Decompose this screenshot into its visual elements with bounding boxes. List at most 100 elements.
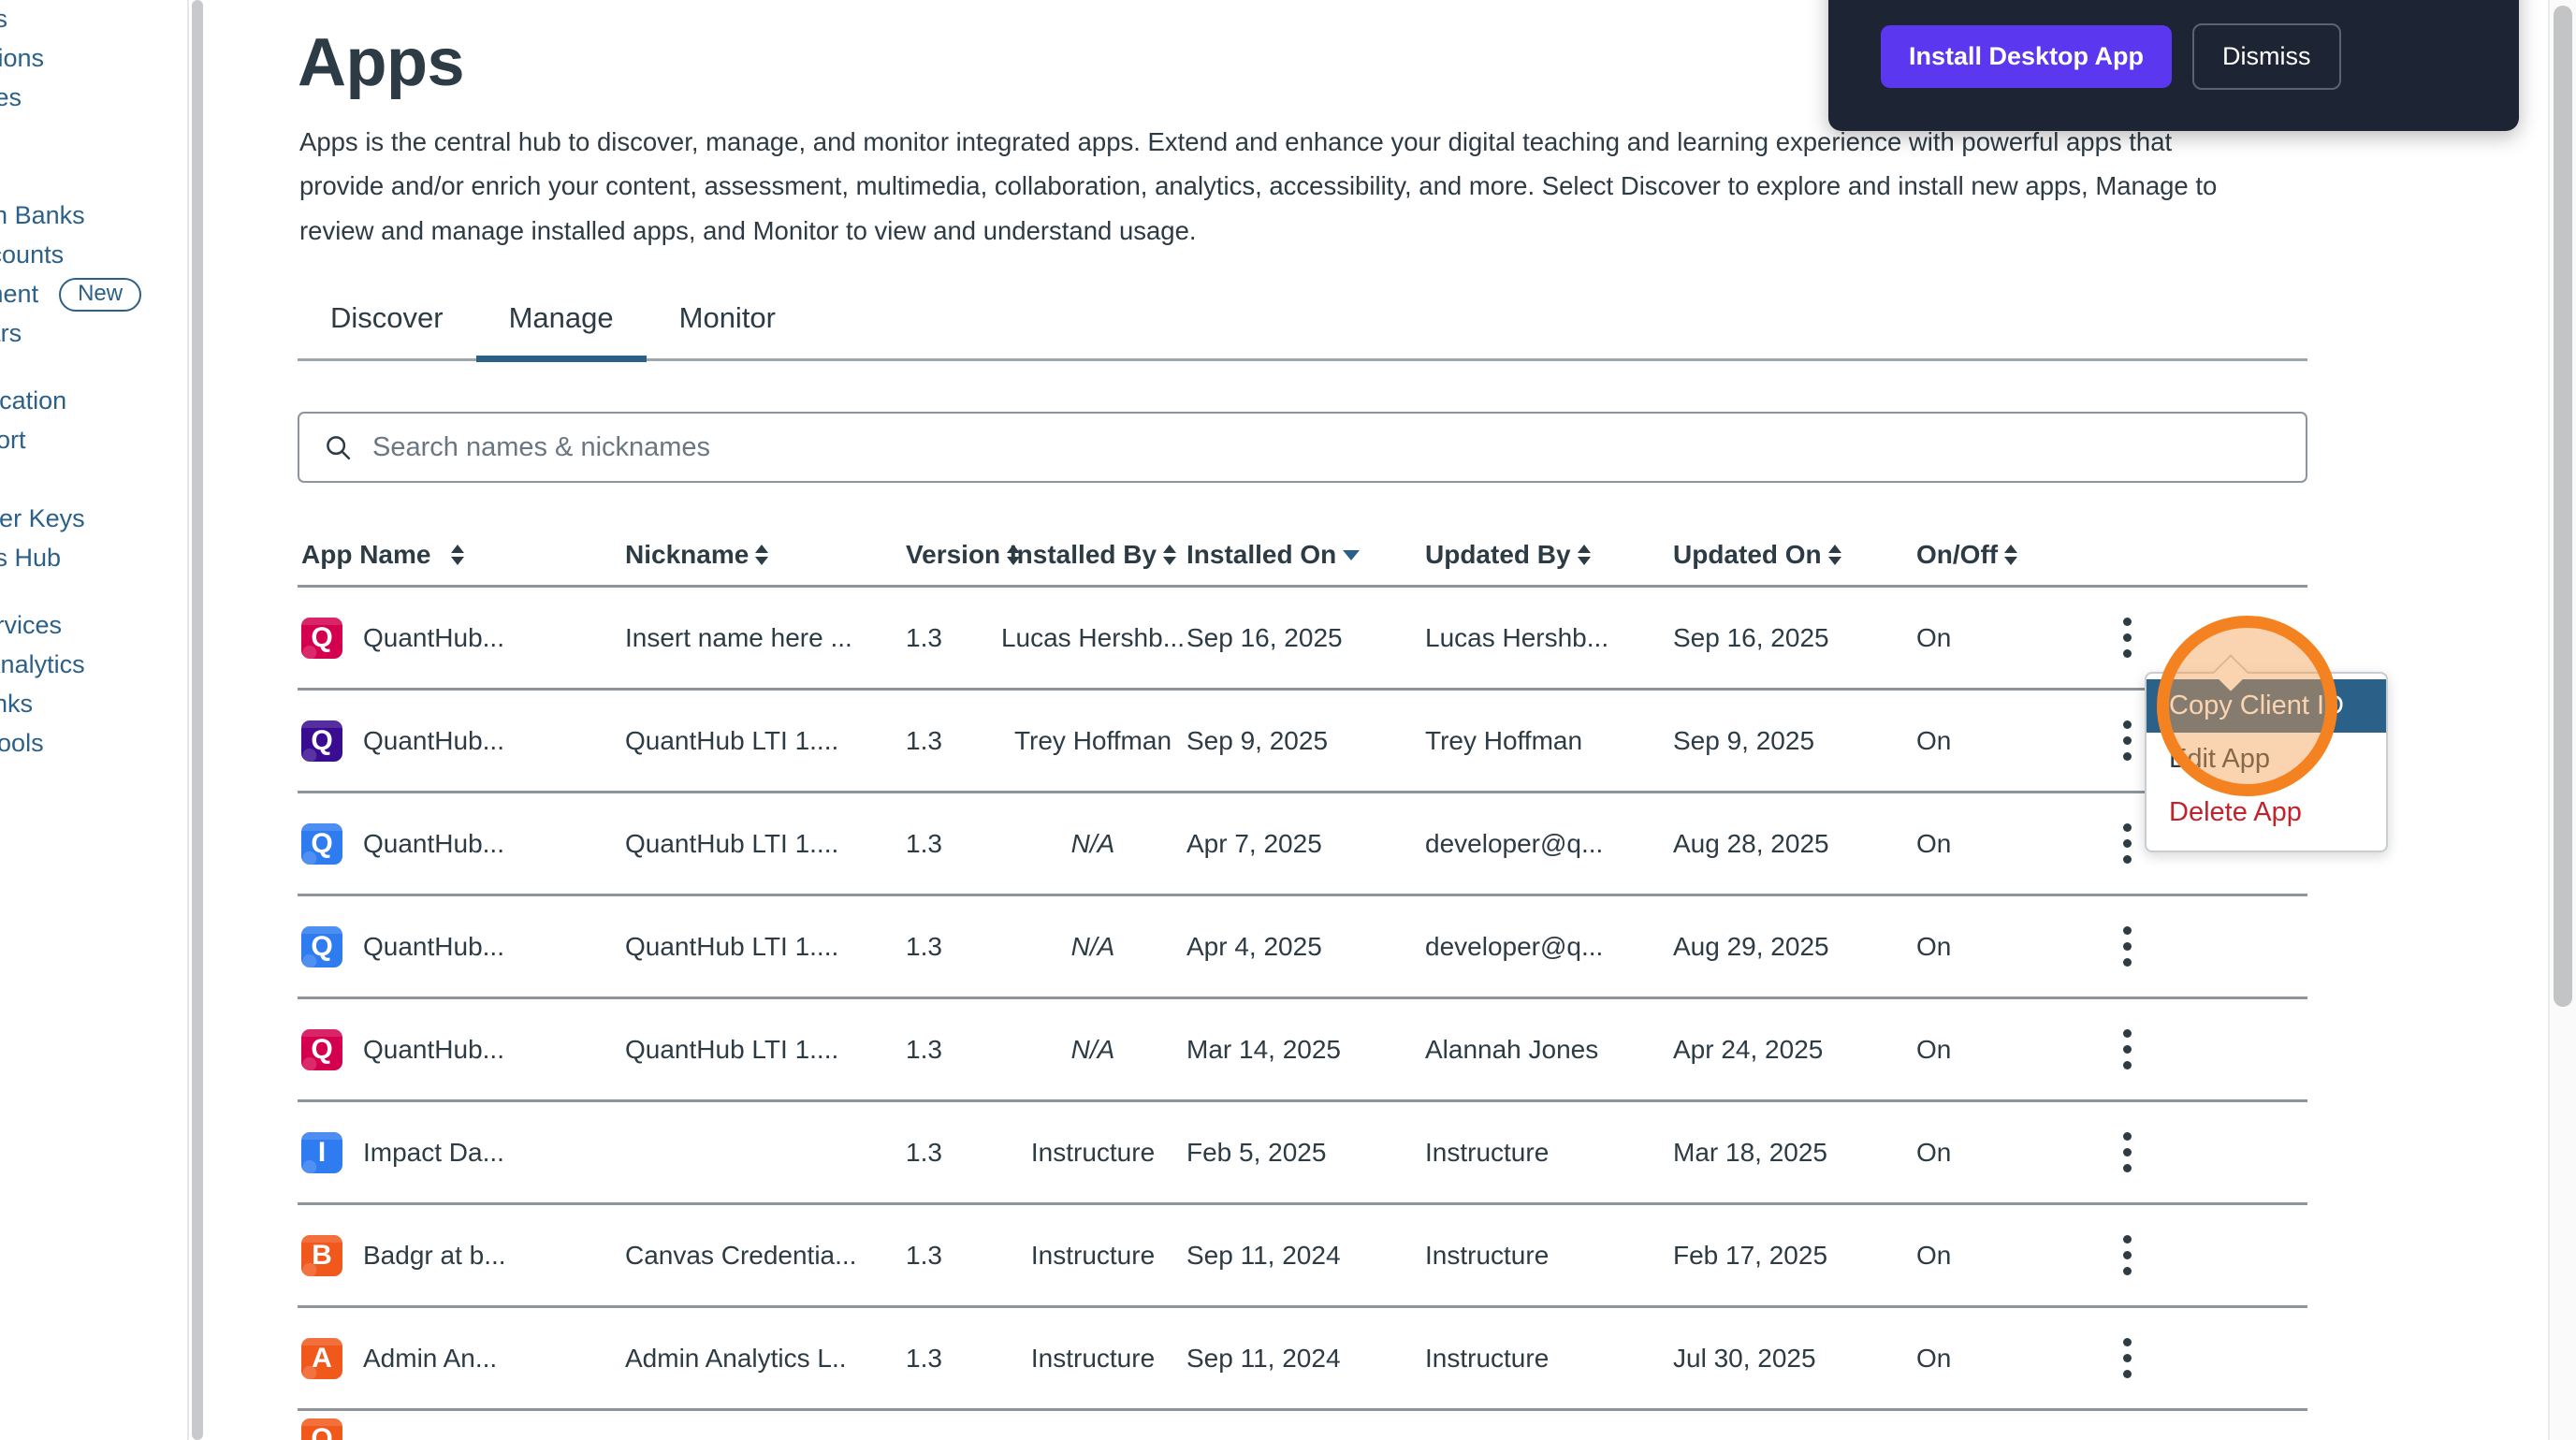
sidebar-group-spacer [0, 354, 189, 382]
table-header-row: App Name Nickname Version Installed By Insta… [298, 524, 2307, 588]
app-name-text: Badgr at b... [363, 1240, 506, 1270]
kebab-menu-icon[interactable] [2121, 926, 2132, 967]
cell-installed-by: Instructure [1030, 1343, 1156, 1373]
sidebar-item-assignment[interactable]: Assignment New [0, 275, 189, 314]
table-row[interactable]: Q QuantHub... QuantHub LTI 1.... 1.3 N/A Mar … [298, 999, 2307, 1102]
column-header-installed-on[interactable]: Installed On [1186, 540, 1425, 570]
cell-nickname: QuantHub LTI 1.... [625, 1034, 839, 1064]
table-row[interactable]: Q QuantHub... QuantHub LTI 1.... 1.3 N/A Apr … [298, 896, 2307, 999]
sidebar-item-rubrics[interactable]: Rubrics [0, 118, 189, 157]
column-header-label: Updated By [1425, 539, 1571, 569]
cell-app-name: I Impact Da... [298, 1131, 625, 1173]
column-header-updated-by[interactable]: Updated By [1425, 540, 1673, 570]
cell-version: 1.3 [906, 622, 942, 652]
sidebar-item-themes[interactable]: Themes [0, 460, 189, 500]
table-row[interactable]: B Badgr at b... Canvas Credentia... 1.3 Inst… [298, 1205, 2307, 1308]
column-header-label: Updated On [1673, 539, 1822, 569]
search-placeholder: Search names & nicknames [372, 431, 711, 462]
menu-item-delete-app[interactable]: Delete App [2169, 797, 2302, 827]
table-row[interactable]: Q QuantHub... QuantHub LTI 1.... 1.3 Trey Ho… [298, 691, 2307, 793]
kebab-menu-icon[interactable] [2121, 1132, 2132, 1172]
tab-manage[interactable]: Manage [475, 281, 647, 362]
cell-installed-by: Instructure [1030, 1240, 1156, 1270]
sidebar-item-label: Permissions [0, 44, 45, 73]
sidebar-item-sub-accounts[interactable]: Sub-Accounts [0, 236, 189, 275]
kebab-menu-icon[interactable] [2121, 1029, 2132, 1069]
cell-updated-on: Aug 28, 2025 [1673, 828, 1829, 858]
cell-updated-by: Instructure [1425, 1137, 1550, 1167]
kebab-menu-icon[interactable] [2121, 1235, 2132, 1275]
column-header-nickname[interactable]: Nickname [625, 540, 906, 570]
sidebar-item-item-banks[interactable]: Item Banks [0, 685, 189, 724]
table-row[interactable]: I Impact Da... 1.3 Instructure Feb 5, 2025 In… [298, 1102, 2307, 1205]
tab-discover[interactable]: Discover [330, 301, 444, 334]
cell-version: 1.3 [906, 725, 942, 755]
kebab-menu-icon[interactable] [2121, 618, 2132, 658]
cell-updated-on: Jul 30, 2025 [1673, 1343, 1816, 1373]
column-header-on-off[interactable]: On/Off [1916, 540, 2038, 570]
menu-item-copy-client-id[interactable]: Copy Client ID [2147, 679, 2386, 733]
cell-updated-by: Lucas Hershb... [1425, 622, 1609, 652]
sidebar-item-analytics-hub[interactable]: Analytics Hub [0, 539, 189, 578]
row-actions-cell [2038, 618, 2216, 658]
sidebar-item-question-banks[interactable]: Question Banks [0, 196, 189, 236]
sort-toggle-icon [2004, 543, 2018, 567]
column-header-app-name[interactable]: App Name [298, 540, 625, 570]
app-name-text: Admin An... [363, 1343, 498, 1373]
sidebar-item-label: Developer Keys [0, 504, 85, 533]
table-row[interactable]: A Admin An... Admin Analytics L.. 1.3 Instru… [298, 1308, 2307, 1411]
cell-version: 1.3 [906, 1034, 942, 1064]
dismiss-banner-button[interactable]: Dismiss [2192, 23, 2341, 90]
cell-version: 1.3 [906, 1240, 942, 1270]
sidebar-item-developer-keys[interactable]: Developer Keys [0, 500, 189, 539]
cell-updated-by: Trey Hoffman [1425, 725, 1583, 755]
sidebar-item-sis-import[interactable]: SIS Import [0, 421, 189, 460]
sidebar-item-web-services[interactable]: Web Services [0, 606, 189, 646]
table-row-partial[interactable]: Q [298, 1411, 2307, 1440]
sidebar-item-outcomes[interactable]: Outcomes [0, 79, 189, 118]
sidebar-item-authentication[interactable]: Authentication [0, 382, 189, 421]
column-header-installed-by[interactable]: Installed By [999, 540, 1186, 570]
sort-toggle-icon [1827, 543, 1841, 567]
row-actions-cell [2038, 1338, 2216, 1378]
cell-app-name: Q QuantHub... [298, 925, 625, 967]
app-name-text: QuantHub... [363, 622, 504, 652]
table-row[interactable]: Q QuantHub... Insert name here ... 1.3 Lucas… [298, 588, 2307, 691]
app-name-text: QuantHub... [363, 828, 504, 858]
sidebar-item-label: Admin Analytics [0, 650, 85, 679]
sidebar-item-permissions[interactable]: Permissions [0, 39, 189, 79]
menu-item-edit-app[interactable]: Edit App [2169, 744, 2271, 774]
app-logo-letter: Q [311, 724, 333, 756]
cell-updated-on: Sep 9, 2025 [1673, 725, 1815, 755]
table-row[interactable]: Q QuantHub... QuantHub LTI 1.... 1.3 N/A Apr … [298, 793, 2307, 896]
app-logo-icon: Q [301, 617, 342, 659]
kebab-menu-icon[interactable] [2121, 823, 2132, 864]
cell-updated-on: Sep 16, 2025 [1673, 622, 1829, 652]
column-header-updated-on[interactable]: Updated On [1673, 540, 1916, 570]
sidebar-item-grading[interactable]: Grading [0, 157, 189, 196]
column-header-version[interactable]: Version [906, 539, 1021, 570]
sidebar-item-calendars[interactable]: Calendars [0, 314, 189, 354]
sidebar-item-label: Authentication [0, 386, 67, 415]
app-logo-icon: Q [301, 822, 342, 865]
cell-version: 1.3 [906, 931, 942, 961]
app-logo-icon: Q [301, 1418, 342, 1440]
sidebar-item-statistics[interactable]: Statistics [0, 0, 189, 39]
install-desktop-app-button[interactable]: Install Desktop App [1881, 25, 2173, 88]
sidebar-item-admin-analytics[interactable]: Admin Analytics [0, 646, 189, 685]
cell-app-name: Q QuantHub... [298, 720, 625, 762]
kebab-menu-icon[interactable] [2121, 720, 2132, 761]
sidebar-item-admin-tools[interactable]: Admin Tools [0, 724, 189, 764]
cell-app-name: Q QuantHub... [298, 617, 625, 659]
page-scrollbar-track[interactable] [2548, 0, 2576, 1440]
cell-installed-by: Instructure [1030, 1137, 1156, 1167]
kebab-menu-icon[interactable] [2121, 1338, 2132, 1378]
tab-monitor[interactable]: Monitor [678, 301, 776, 334]
search-input[interactable]: Search names & nicknames [298, 412, 2307, 483]
column-header-label: Installed By [1009, 539, 1157, 569]
column-header-label: Version [906, 539, 1001, 569]
cell-installed-on: Sep 9, 2025 [1186, 725, 1329, 755]
sidebar-scrollbar[interactable] [192, 0, 203, 1440]
page-scrollbar-thumb[interactable] [2554, 6, 2572, 1007]
